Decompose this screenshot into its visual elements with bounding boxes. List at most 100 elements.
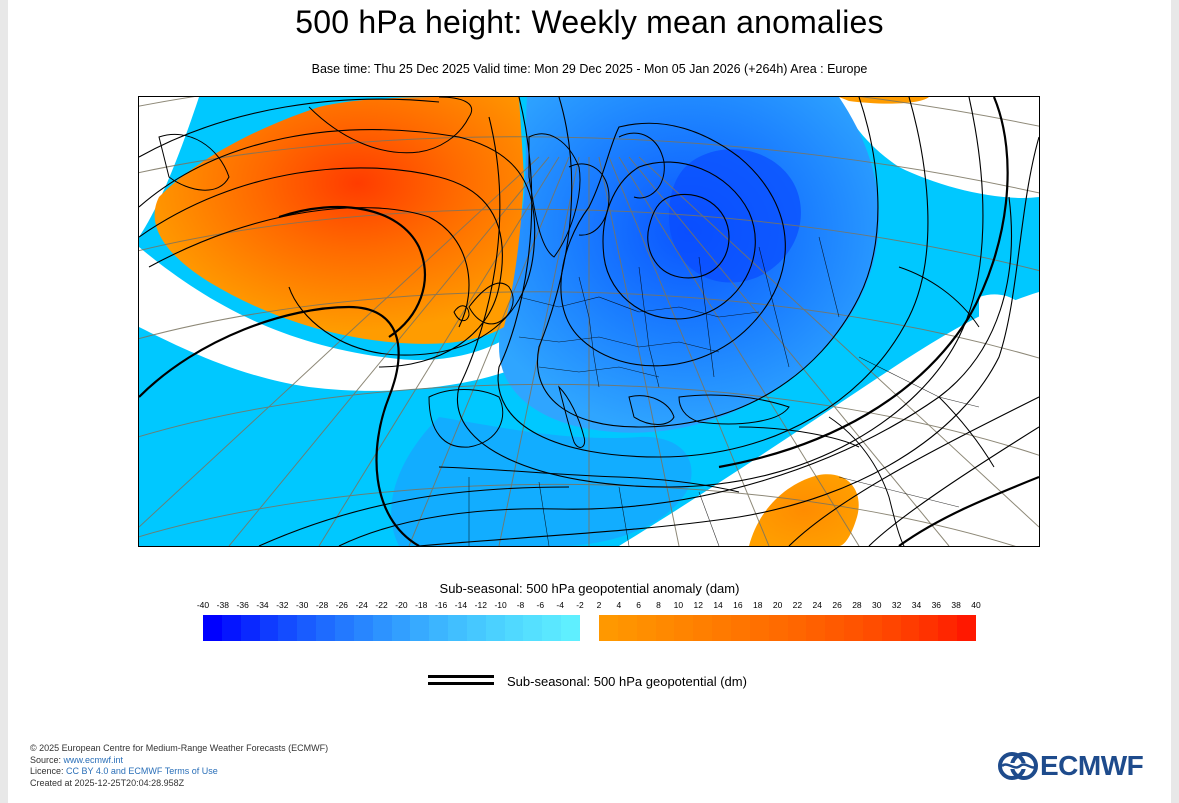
colorbar-tick-label: -18 — [415, 600, 428, 610]
colorbar-cell — [316, 615, 336, 641]
colorbar-tick-label: 8 — [656, 600, 661, 610]
colorbar-cell — [806, 615, 826, 641]
caspian-coast — [898, 266, 980, 328]
colorbar-cell — [617, 615, 638, 641]
footer: © 2025 European Centre for Medium-Range … — [30, 743, 328, 789]
source-label: Source: — [30, 754, 64, 765]
borders — [468, 236, 980, 546]
source-line: Source: www.ecmwf.int — [30, 755, 328, 767]
chart-subtitle: Base time: Thu 25 Dec 2025 Valid time: M… — [311, 62, 868, 76]
coastlines — [158, 97, 995, 546]
ecmwf-logo[interactable]: ECMWF — [998, 750, 1154, 782]
colorbar-tick-label: 10 — [673, 600, 684, 610]
norway-coast — [528, 133, 581, 258]
colorbar-tick-label: -32 — [276, 600, 289, 610]
colorbar-cell — [561, 615, 581, 641]
negative-anomaly-center — [669, 149, 801, 283]
colorbar-tick-label: -26 — [335, 600, 349, 610]
colorbar-tick-label: -40 — [196, 600, 210, 610]
colorbar-cell — [410, 615, 430, 641]
colorbar-cell — [485, 615, 506, 641]
licence-line: Licence: CC BY 4.0 and ECMWF Terms of Us… — [30, 766, 328, 778]
colorbar-cell — [749, 615, 770, 641]
neutral-zone-caspian — [979, 294, 1039, 357]
neutral-zone-southeast — [619, 292, 1039, 546]
colorbar-cell — [881, 615, 902, 641]
right-frame — [1171, 0, 1179, 803]
colorbar-negative — [203, 615, 581, 641]
positive-anomaly-atlantic — [154, 97, 524, 344]
colorbar-cell — [429, 615, 449, 641]
source-link[interactable]: www.ecmwf.int — [63, 754, 124, 765]
licence-link[interactable]: CC BY 4.0 and ECMWF Terms of Use — [66, 766, 218, 776]
colorbar-tick-label: 20 — [772, 600, 783, 610]
colorbar-cell — [523, 615, 543, 641]
colorbar-tick-label: 32 — [891, 600, 902, 610]
negative-anomaly-mediterranean — [391, 417, 692, 546]
colorbar-positive — [599, 615, 977, 641]
colorbar-cell — [466, 615, 487, 641]
graticule — [139, 97, 1039, 546]
colorbar-tick-label: -12 — [474, 600, 487, 610]
colorbar-tick-label: 18 — [753, 600, 763, 610]
colorbar-cell — [448, 615, 468, 641]
colorbar-cell — [542, 615, 562, 641]
colorbar-cell — [693, 615, 713, 641]
finland-coast — [618, 132, 665, 199]
colorbar-cell — [730, 615, 751, 641]
colorbar-tick-label: 26 — [832, 600, 842, 610]
colorbar-cell — [278, 615, 298, 641]
colorbar-tick-label: 38 — [951, 600, 961, 610]
colorbar-cell — [844, 615, 864, 641]
positive-anomaly-north — [839, 97, 929, 104]
colorbar-cell — [825, 615, 845, 641]
colorbar-cell — [768, 615, 788, 641]
colorbar-cell — [862, 615, 883, 641]
gulf-coast — [938, 396, 995, 468]
left-frame — [0, 0, 8, 803]
colorbar-cell — [636, 615, 657, 641]
north-africa-coast — [438, 466, 740, 493]
colorbar-cell — [938, 615, 958, 641]
colorbar-tick-label: -8 — [516, 600, 525, 610]
ecmwf-logo-icon — [998, 752, 1038, 780]
colorbar-tick-label: 24 — [812, 600, 822, 610]
colorbar-tick-label: -20 — [395, 600, 408, 610]
colorbar-cell — [297, 615, 317, 641]
colorbar-cell — [391, 615, 411, 641]
anomaly-map[interactable] — [138, 96, 1040, 547]
british-isles — [468, 282, 514, 325]
colorbar-tick-label: 14 — [713, 600, 723, 610]
colorbar-cell — [203, 615, 223, 641]
greenland-coast — [308, 97, 472, 154]
colorbar-tick-label: 30 — [872, 600, 882, 610]
colorbar-tick-label: -2 — [576, 600, 584, 610]
map-canvas — [139, 97, 1039, 546]
colorbar-tick-label: -36 — [236, 600, 249, 610]
colorbar-tick-label: 22 — [792, 600, 803, 610]
colorbar-tick-label: 4 — [616, 600, 622, 610]
colorbar-cell — [712, 615, 732, 641]
colorbar-cell — [655, 615, 675, 641]
chart-title: 500 hPa height: Weekly mean anomalies — [295, 4, 884, 40]
colorbar-tick-label: -4 — [556, 600, 564, 610]
copyright-text: © 2025 European Centre for Medium-Range … — [30, 743, 329, 753]
greece — [628, 395, 675, 425]
colorbar-cell — [900, 615, 920, 641]
colorbar-tick-label: -16 — [434, 600, 448, 610]
colorbar-tick-label: -28 — [315, 600, 329, 610]
colorbar-tick-label: 16 — [733, 600, 743, 610]
contour-legend-symbol — [428, 673, 494, 689]
colorbar-tick-label: -14 — [454, 600, 468, 610]
colorbar-ticks: -40 -38 -36 -34 -32 -30 -28 -26 -24 -22 -20 -18 -16-… — [0, 600, 1179, 614]
created-timestamp: Created at 2025-12-25T20:04:28.958Z — [30, 777, 185, 788]
colorbar-tick-label: 40 — [971, 600, 981, 610]
colorbar-cell — [599, 615, 619, 641]
colorbar-tick-label: -6 — [536, 600, 545, 610]
geopotential-contours-bold — [139, 97, 1039, 546]
colorbar-tick-label: 34 — [911, 600, 922, 610]
colorbar-tick-label: 12 — [693, 600, 703, 610]
logo-text: ECMWF — [1040, 750, 1144, 781]
colorbar-cell — [353, 615, 374, 641]
canada-coast — [158, 133, 230, 191]
